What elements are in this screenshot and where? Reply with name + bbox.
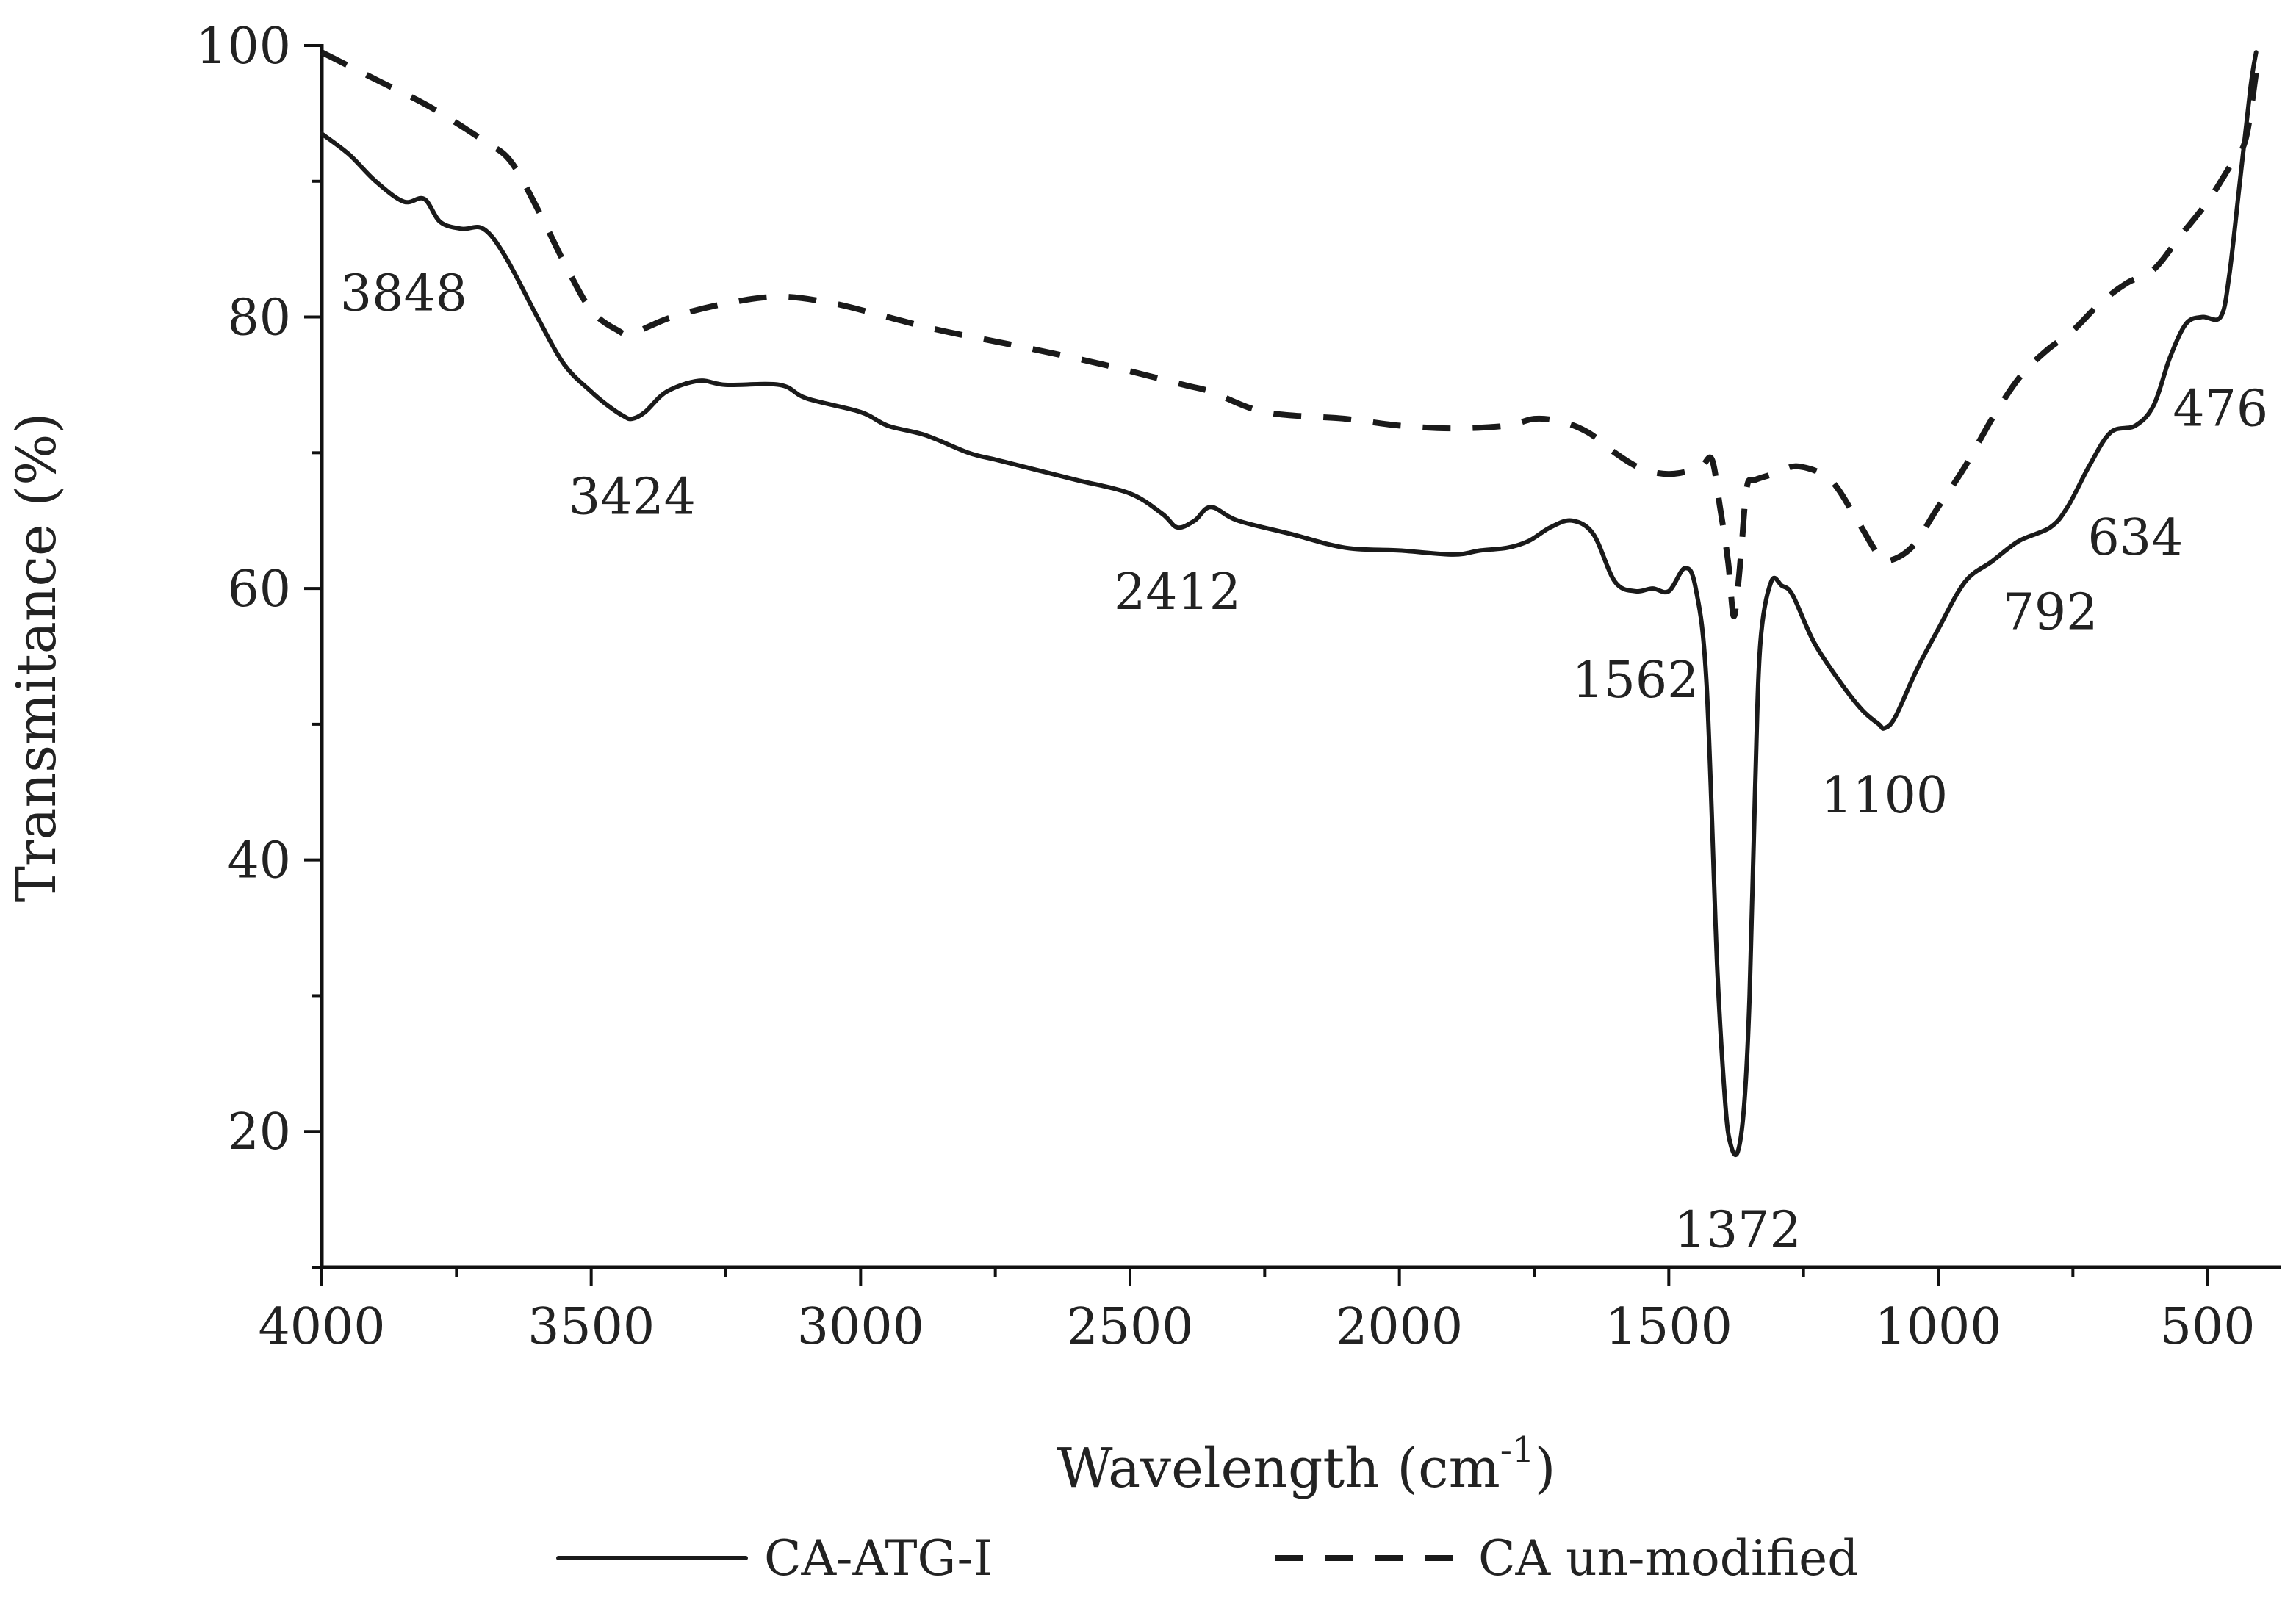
- y-tick-label: 20: [227, 1103, 291, 1161]
- x-tick-label: 1500: [1605, 1298, 1732, 1356]
- peak-label-3848: 3848: [340, 264, 467, 322]
- x-tick-label: 3000: [797, 1298, 924, 1356]
- x-tick-label: 2500: [1066, 1298, 1193, 1356]
- peak-label-2412: 2412: [1114, 563, 1241, 621]
- x-tick-label: 2000: [1336, 1298, 1463, 1356]
- series-line-ca-atg-i: [320, 50, 2259, 1157]
- peak-label-1100: 1100: [1821, 767, 1948, 825]
- legend-label-ca-unmodified: CA un-modified: [1478, 1530, 1858, 1587]
- peak-label-792: 792: [2003, 584, 2098, 642]
- x-axis-title: Wavelength (cm-1): [1057, 1430, 1556, 1500]
- peak-label-1372: 1372: [1674, 1201, 1802, 1259]
- y-tick-label: 100: [195, 18, 291, 76]
- y-tick-label: 80: [227, 289, 291, 347]
- peak-label-634: 634: [2088, 509, 2184, 567]
- y-tick-label: 60: [227, 560, 291, 619]
- x-axis-title-main: Wavelength (cm: [1057, 1437, 1500, 1500]
- legend-label-ca-atg-i: CA-ATG-I: [764, 1530, 993, 1587]
- x-axis-title-suffix: ): [1535, 1437, 1556, 1500]
- x-tick-label: 1000: [1874, 1298, 2001, 1356]
- series-layer: [320, 49, 2259, 1157]
- legend: CA-ATG-I CA un-modified: [556, 1530, 1858, 1587]
- axes: [320, 44, 2281, 1269]
- x-axis-title-superscript: -1: [1500, 1430, 1535, 1471]
- y-tick-label: 40: [227, 832, 291, 890]
- x-tick-label: 500: [2160, 1298, 2256, 1356]
- ticks: 4000 3500 3000 2500 2000 1500 1000 500 20 40 60 80 1…: [195, 18, 2255, 1356]
- x-tick-label: 3500: [528, 1298, 655, 1356]
- y-axis-title: Transmitance (%): [5, 413, 68, 903]
- x-tick-label: 4000: [258, 1298, 385, 1356]
- peak-label-3424: 3424: [569, 468, 696, 526]
- peak-label-476: 476: [2173, 380, 2268, 438]
- peak-annotations: 3848 3424 2412 1562 1372 1100 792 634 476: [340, 264, 2268, 1259]
- peak-label-1562: 1562: [1572, 652, 1699, 710]
